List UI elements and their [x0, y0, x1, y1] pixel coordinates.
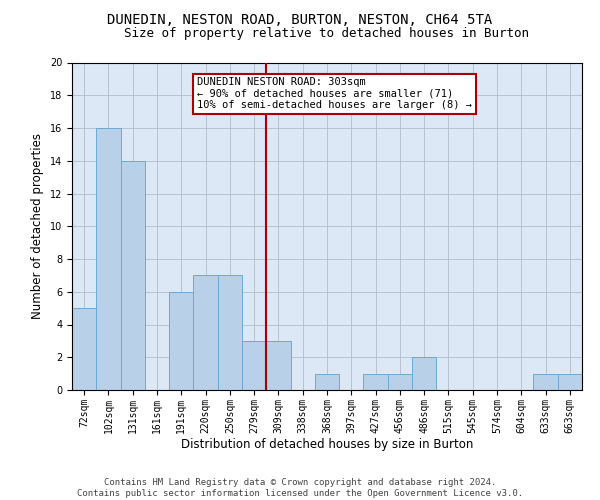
Bar	[266, 341, 290, 390]
Bar	[218, 276, 242, 390]
Bar	[412, 357, 436, 390]
X-axis label: Distribution of detached houses by size in Burton: Distribution of detached houses by size …	[181, 438, 473, 452]
Bar	[242, 341, 266, 390]
Title: Size of property relative to detached houses in Burton: Size of property relative to detached ho…	[125, 28, 530, 40]
Bar	[315, 374, 339, 390]
Bar	[533, 374, 558, 390]
Bar	[169, 292, 193, 390]
Text: Contains HM Land Registry data © Crown copyright and database right 2024.
Contai: Contains HM Land Registry data © Crown c…	[77, 478, 523, 498]
Bar	[388, 374, 412, 390]
Bar	[121, 161, 145, 390]
Bar	[72, 308, 96, 390]
Bar	[558, 374, 582, 390]
Bar	[193, 276, 218, 390]
Bar	[96, 128, 121, 390]
Y-axis label: Number of detached properties: Number of detached properties	[31, 133, 44, 320]
Bar	[364, 374, 388, 390]
Text: DUNEDIN NESTON ROAD: 303sqm
← 90% of detached houses are smaller (71)
10% of sem: DUNEDIN NESTON ROAD: 303sqm ← 90% of det…	[197, 77, 472, 110]
Text: DUNEDIN, NESTON ROAD, BURTON, NESTON, CH64 5TA: DUNEDIN, NESTON ROAD, BURTON, NESTON, CH…	[107, 12, 493, 26]
